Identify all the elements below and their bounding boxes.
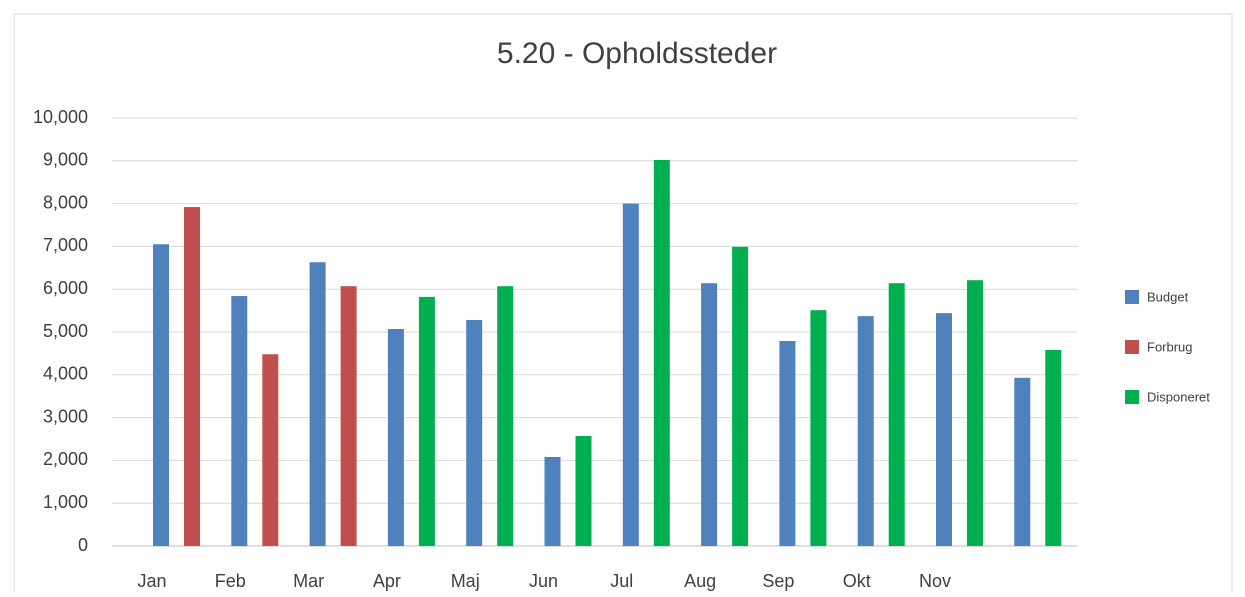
x-tick-label: Maj	[451, 571, 480, 591]
bar	[418, 296, 435, 546]
legend-label: Disponeret	[1147, 389, 1210, 404]
bar	[1045, 349, 1062, 546]
bar	[779, 340, 796, 546]
bar	[262, 354, 279, 546]
bar	[888, 283, 905, 546]
x-tick-label: Apr	[373, 571, 401, 591]
y-tick-label: 8,000	[43, 192, 88, 212]
x-tick-label: Feb	[215, 571, 246, 591]
y-tick-label: 3,000	[43, 406, 88, 426]
bar	[340, 286, 357, 546]
bar	[967, 280, 983, 546]
y-tick-label: 9,000	[43, 150, 88, 170]
y-tick-label: 0	[78, 535, 88, 555]
bar	[497, 286, 514, 546]
legend-swatch	[1125, 340, 1139, 354]
bar	[231, 296, 248, 546]
x-tick-label: Jul	[610, 571, 633, 591]
bar	[309, 262, 326, 546]
legend-label: Budget	[1147, 289, 1189, 304]
bar	[857, 316, 874, 546]
y-tick-label: 5,000	[43, 321, 88, 341]
y-tick-label: 4,000	[43, 364, 88, 384]
bar	[153, 244, 169, 546]
bar	[466, 320, 483, 546]
bar	[544, 456, 561, 546]
chart-title: 5.20 - Opholdssteder	[497, 37, 777, 70]
y-tick-label: 7,000	[43, 235, 88, 255]
y-tick-label: 10,000	[33, 107, 88, 127]
y-tick-label: 1,000	[43, 492, 88, 512]
legend-swatch	[1125, 290, 1139, 304]
bar	[1014, 377, 1031, 546]
legend-label: Forbrug	[1147, 339, 1193, 354]
bar	[701, 283, 718, 546]
x-tick-label: Nov	[919, 571, 951, 591]
x-tick-label: Jan	[137, 571, 166, 591]
bar	[387, 329, 404, 546]
bar	[810, 310, 827, 546]
bar	[653, 159, 670, 546]
bar	[575, 436, 592, 546]
y-tick-label: 2,000	[43, 449, 88, 469]
bar	[622, 203, 639, 546]
x-tick-label: Okt	[843, 571, 871, 591]
x-tick-label: Mar	[293, 571, 324, 591]
legend-swatch	[1125, 390, 1139, 404]
bar	[184, 207, 200, 547]
y-tick-label: 6,000	[43, 278, 88, 298]
bar	[732, 246, 749, 546]
x-tick-label: Jun	[529, 571, 558, 591]
bar	[936, 313, 952, 546]
x-tick-label: Sep	[762, 571, 794, 591]
x-tick-label: Aug	[684, 571, 716, 591]
